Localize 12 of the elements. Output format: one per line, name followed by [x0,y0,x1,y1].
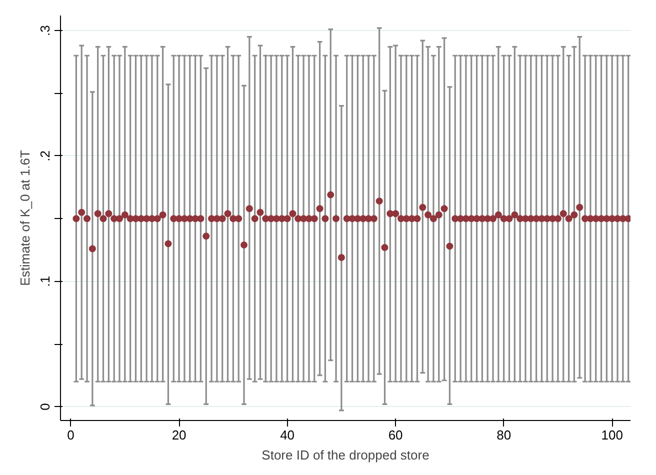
y-tick-label: .3 [38,25,52,36]
x-axis-title: Store ID of the dropped store [262,448,430,462]
y-tick-label: 0 [38,403,52,410]
y-tick-label: .2 [38,150,52,162]
y-tick-label: .1 [38,276,52,287]
x-tick-label: 40 [280,428,295,442]
x-tick-label: 0 [67,428,74,442]
x-tick-label: 20 [172,428,186,442]
x-tick-label: 100 [601,428,623,442]
x-tick-label: 60 [388,428,403,442]
y-axis-title: Estimate of K_0 at 1.6T [18,150,32,286]
x-tick-label: 80 [496,428,512,442]
